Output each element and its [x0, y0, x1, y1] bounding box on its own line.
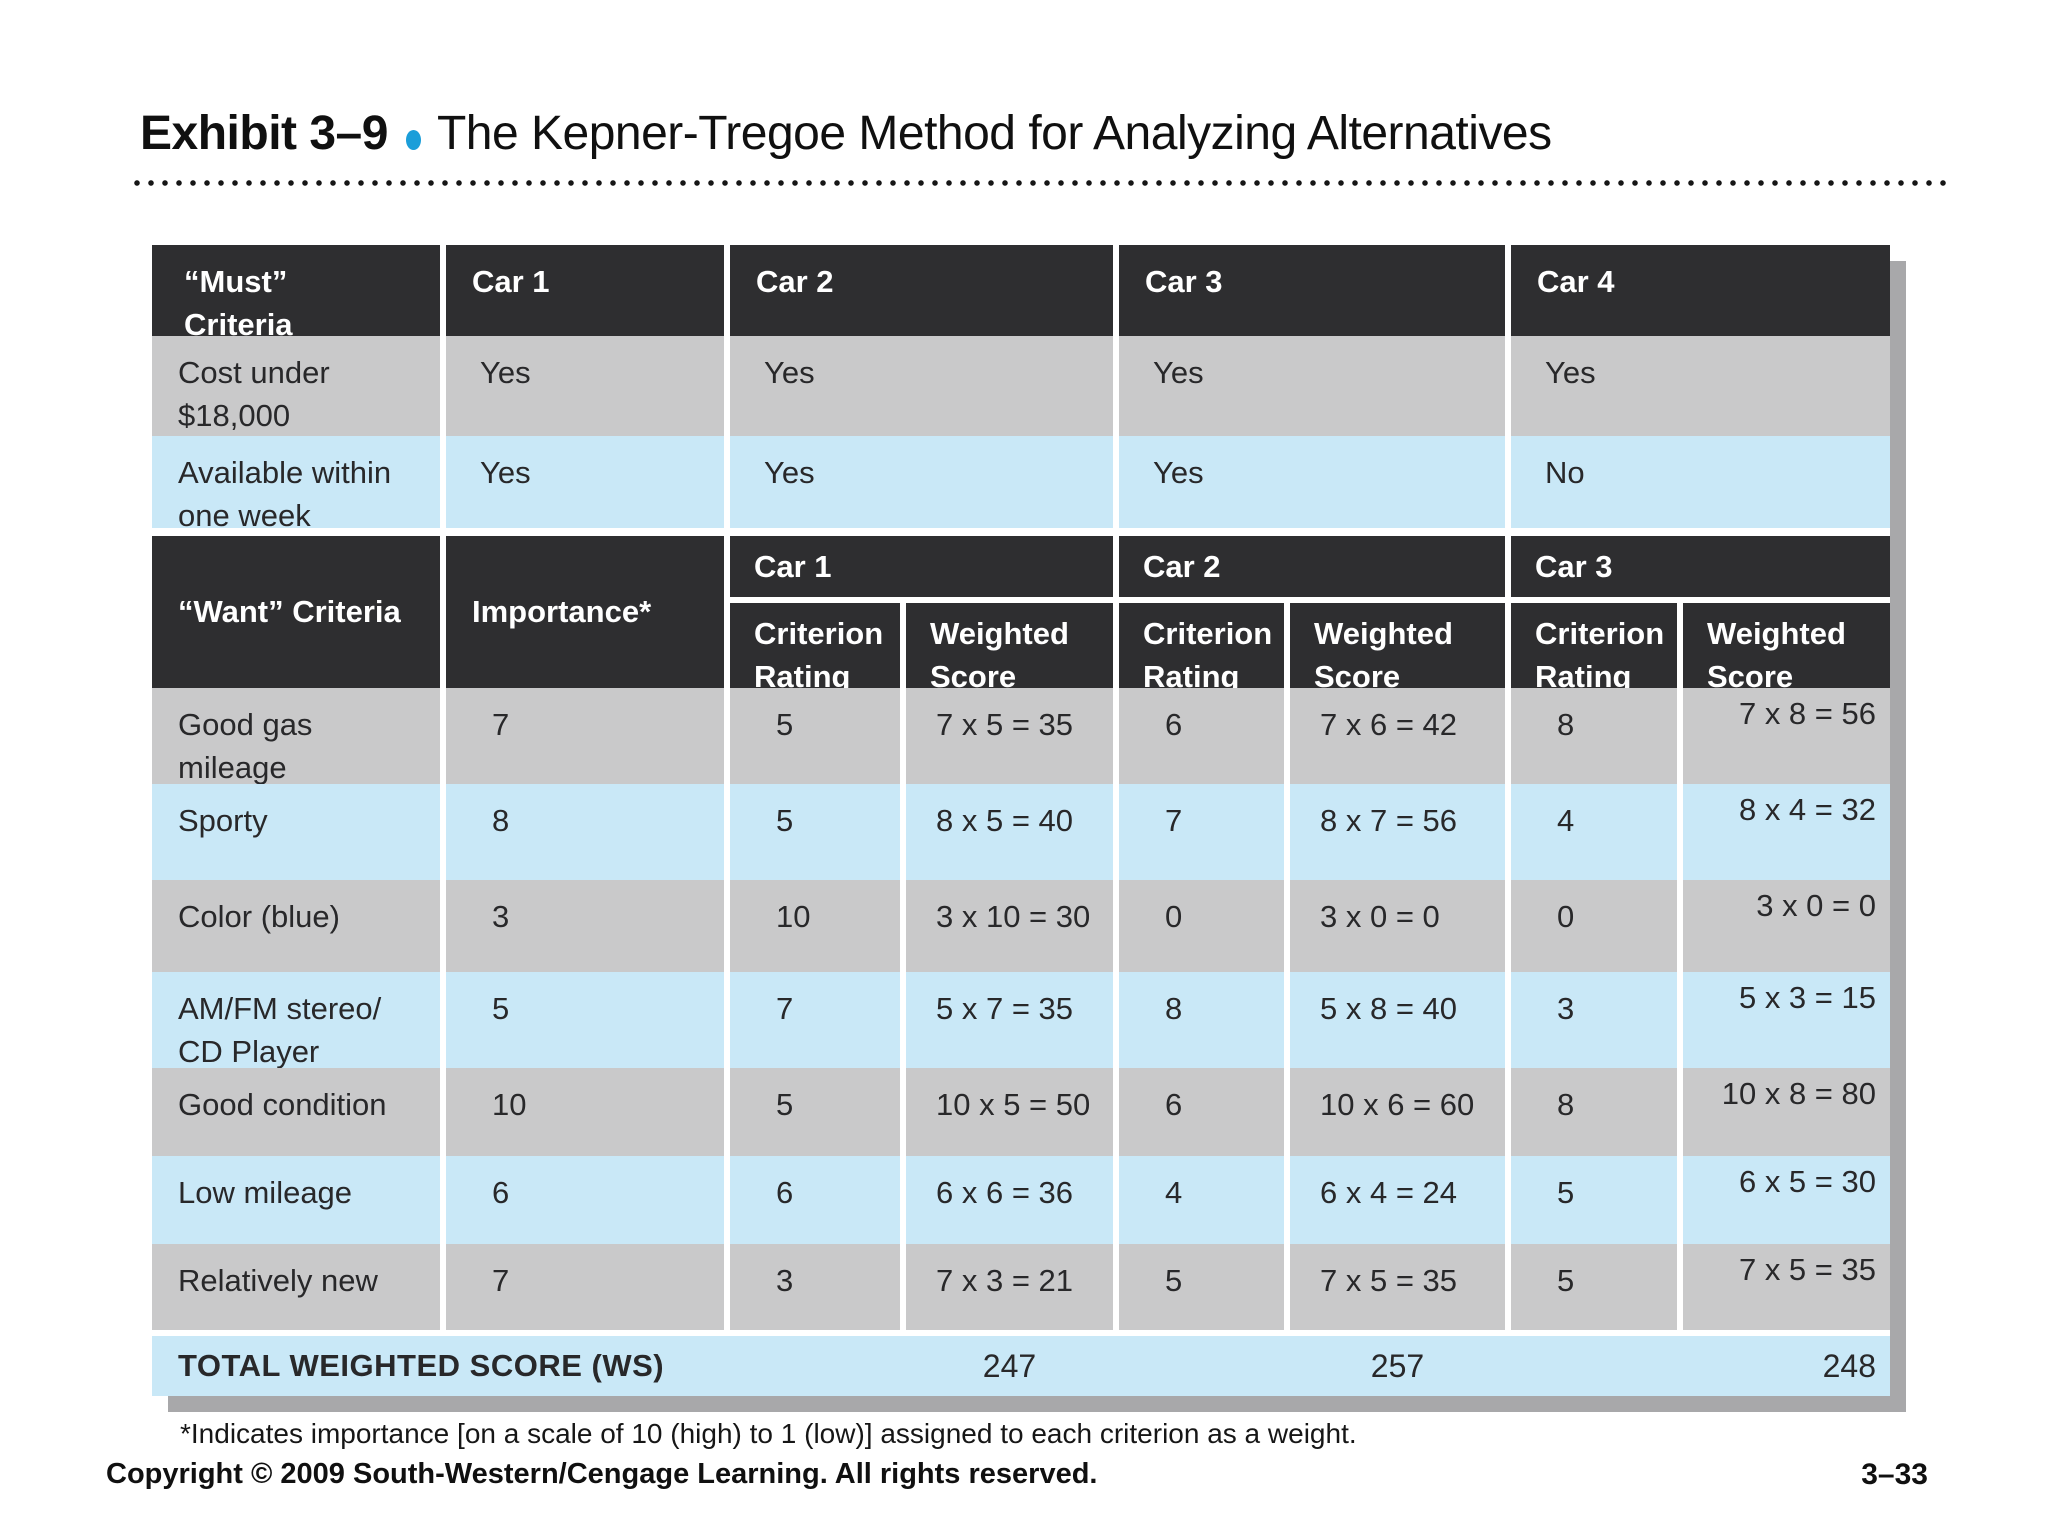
car1-rating: 5: [730, 1068, 900, 1156]
importance-value: 8: [446, 784, 724, 880]
importance-value: 7: [446, 688, 724, 784]
total-row: TOTAL WEIGHTED SCORE (WS) 247 257 248: [152, 1336, 1890, 1396]
car1-score: 7 x 5 = 35: [906, 688, 1113, 784]
car2-rating: 7: [1119, 784, 1284, 880]
car3-rating: 3: [1511, 972, 1677, 1068]
car2-rating: 8: [1119, 972, 1284, 1068]
must-row-value: Yes: [730, 336, 1113, 436]
car1-rating: 10: [730, 880, 900, 972]
must-row-value: No: [1511, 436, 1890, 528]
want-car1-group-header: Car 1: [730, 536, 1113, 597]
must-car1-header: Car 1: [446, 245, 724, 336]
car3-score: 7 x 8 = 56: [1683, 688, 1890, 784]
car2-criterion-rating-header: Criterion Rating: [1119, 603, 1284, 688]
want-criteria-header: “Want” Criteria: [152, 536, 440, 688]
exhibit-label: Exhibit 3–9: [140, 107, 388, 160]
importance-value: 6: [446, 1156, 724, 1244]
must-car2-header: Car 2: [730, 245, 1113, 336]
want-row-criterion: Relatively new: [152, 1244, 440, 1330]
car2-rating: 6: [1119, 688, 1284, 784]
car3-criterion-rating-header: Criterion Rating: [1511, 603, 1677, 688]
must-row-value: Yes: [1511, 336, 1890, 436]
want-car3-group-header: Car 3: [1511, 536, 1890, 597]
car1-rating: 7: [730, 972, 900, 1068]
car2-rating: 0: [1119, 880, 1284, 972]
want-row-criterion: AM/FM stereo/ CD Player: [152, 972, 440, 1068]
must-row-value: Yes: [1119, 436, 1505, 528]
car2-score: 8 x 7 = 56: [1290, 784, 1505, 880]
car2-score: 10 x 6 = 60: [1290, 1068, 1505, 1156]
car2-total-score: 257: [1370, 1348, 1425, 1384]
must-row-value: Yes: [446, 436, 724, 528]
total-label: TOTAL WEIGHTED SCORE (WS): [178, 1348, 665, 1383]
car1-score: 5 x 7 = 35: [906, 972, 1113, 1068]
car1-rating: 6: [730, 1156, 900, 1244]
want-row-criterion: Sporty: [152, 784, 440, 880]
car3-rating: 4: [1511, 784, 1677, 880]
importance-value: 5: [446, 972, 724, 1068]
page-title: Exhibit 3–9 The Kepner-Tregoe Method for …: [140, 106, 1552, 161]
car2-rating: 6: [1119, 1068, 1284, 1156]
must-row-criterion: Available within one week: [152, 436, 440, 528]
car1-score: 10 x 5 = 50: [906, 1068, 1113, 1156]
car3-score: 8 x 4 = 32: [1683, 784, 1890, 880]
car1-rating: 5: [730, 688, 900, 784]
car3-rating: 5: [1511, 1244, 1677, 1330]
car3-weighted-score-header: Weighted Score: [1683, 603, 1890, 688]
car2-score: 7 x 5 = 35: [1290, 1244, 1505, 1330]
car1-total-score: 247: [982, 1348, 1037, 1384]
car1-score: 6 x 6 = 36: [906, 1156, 1113, 1244]
car1-weighted-score-header: Weighted Score: [906, 603, 1113, 688]
car2-score: 5 x 8 = 40: [1290, 972, 1505, 1068]
must-row-criterion: Cost under $18,000: [152, 336, 440, 436]
car3-score: 3 x 0 = 0: [1683, 880, 1890, 972]
car3-rating: 8: [1511, 1068, 1677, 1156]
car1-score: 7 x 3 = 21: [906, 1244, 1113, 1330]
title-text: The Kepner-Tregoe Method for Analyzing A…: [436, 107, 1552, 160]
importance-value: 10: [446, 1068, 724, 1156]
car3-total-score: 248: [1822, 1348, 1876, 1384]
must-row-value: Yes: [1119, 336, 1505, 436]
car1-rating: 3: [730, 1244, 900, 1330]
car3-score: 10 x 8 = 80: [1683, 1068, 1890, 1156]
car1-score: 3 x 10 = 30: [906, 880, 1113, 972]
car1-criterion-rating-header: Criterion Rating: [730, 603, 900, 688]
car2-rating: 5: [1119, 1244, 1284, 1330]
importance-value: 3: [446, 880, 724, 972]
car2-weighted-score-header: Weighted Score: [1290, 603, 1505, 688]
car3-rating: 5: [1511, 1156, 1677, 1244]
must-car3-header: Car 3: [1119, 245, 1505, 336]
car2-score: 3 x 0 = 0: [1290, 880, 1505, 972]
kepner-tregoe-table: “Must” Criteria Car 1 Car 2 Car 3 Car 4 …: [152, 245, 1890, 1396]
car2-score: 6 x 4 = 24: [1290, 1156, 1505, 1244]
must-row-value: Yes: [730, 436, 1113, 528]
importance-value: 7: [446, 1244, 724, 1330]
must-row-value: Yes: [446, 336, 724, 436]
want-row-criterion: Low mileage: [152, 1156, 440, 1244]
car3-score: 6 x 5 = 30: [1683, 1156, 1890, 1244]
car2-rating: 4: [1119, 1156, 1284, 1244]
want-row-criterion: Good condition: [152, 1068, 440, 1156]
want-car2-group-header: Car 2: [1119, 536, 1505, 597]
must-car4-header: Car 4: [1511, 245, 1890, 336]
car1-score: 8 x 5 = 40: [906, 784, 1113, 880]
footnote: *Indicates importance [on a scale of 10 …: [180, 1418, 1357, 1449]
bullet-icon: [405, 130, 421, 150]
copyright-text: Copyright © 2009 South-Western/Cengage L…: [106, 1458, 1098, 1490]
importance-header: Importance*: [446, 536, 724, 688]
car1-rating: 5: [730, 784, 900, 880]
car3-rating: 8: [1511, 688, 1677, 784]
want-row-criterion: Good gas mileage: [152, 688, 440, 784]
car2-score: 7 x 6 = 42: [1290, 688, 1505, 784]
want-row-criterion: Color (blue): [152, 880, 440, 972]
dotted-divider: [130, 178, 1948, 188]
car3-score: 7 x 5 = 35: [1683, 1244, 1890, 1330]
must-criteria-header: “Must” Criteria: [152, 245, 440, 336]
car3-score: 5 x 3 = 15: [1683, 972, 1890, 1068]
page-number: 3–33: [1861, 1458, 1928, 1491]
car3-rating: 0: [1511, 880, 1677, 972]
